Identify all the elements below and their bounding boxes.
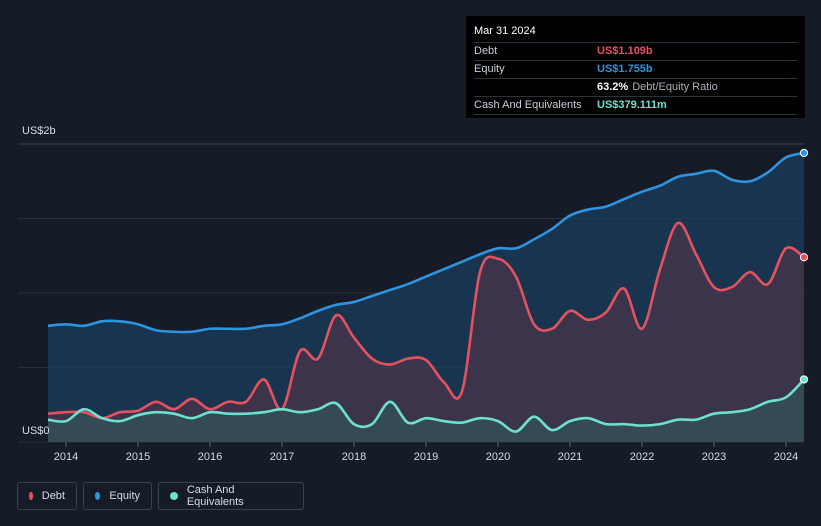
x-tick-label: 2017 xyxy=(270,451,294,463)
debt-area xyxy=(48,222,804,442)
legend-equity-label: Equity xyxy=(109,490,140,502)
x-tick-label: 2018 xyxy=(342,451,366,463)
tooltip-ratio-label: Debt/Equity Ratio xyxy=(632,81,718,93)
cash-and-equivalents-area xyxy=(48,379,804,442)
tooltip-date: Mar 31 2024 xyxy=(474,25,536,37)
debt-line xyxy=(47,221,805,420)
x-tick-label: 2014 xyxy=(54,451,78,463)
series-areas xyxy=(48,152,804,442)
legend-debt[interactable]: Debt xyxy=(17,482,77,510)
x-tick-label: 2024 xyxy=(774,451,798,463)
cash-and-equivalents-line xyxy=(47,378,805,433)
tooltip-ratio-value: 63.2% xyxy=(597,81,629,93)
x-tick-label: 2020 xyxy=(486,451,510,463)
x-tick-label: 2019 xyxy=(414,451,438,463)
tooltip-cash-value: US$379.111m xyxy=(597,99,667,111)
cash-and-equivalents-end-marker xyxy=(799,375,809,384)
y-label-bottom: US$0 xyxy=(22,425,50,437)
tooltip-cash-label: Cash And Equivalents xyxy=(474,99,582,111)
tooltip-debt-value: US$1.109b xyxy=(597,45,653,57)
cash-dot-icon xyxy=(170,492,178,500)
data-tooltip: Mar 31 2024 Debt US$1.109b Equity US$1.7… xyxy=(466,16,805,118)
x-axis-ticks: 2014 2015 2016 2017 2018 2019 2020 2021 2022 2023… xyxy=(54,442,798,463)
legend-cash[interactable]: Cash And Equivalents xyxy=(158,482,304,510)
legend-equity[interactable]: Equity xyxy=(83,482,152,510)
tooltip-cash-row: Cash And Equivalents US$379.111m xyxy=(474,96,797,115)
legend-debt-label: Debt xyxy=(41,490,65,502)
x-tick-label: 2022 xyxy=(630,451,654,463)
x-tick-label: 2015 xyxy=(126,451,150,463)
equity-dot-icon xyxy=(95,492,101,500)
x-tick-label: 2023 xyxy=(702,451,726,463)
tooltip-debt-label: Debt xyxy=(474,45,498,57)
series-lines xyxy=(47,151,805,433)
end-markers xyxy=(799,148,809,384)
tooltip-ratio-row: 63.2% Debt/Equity Ratio xyxy=(474,78,797,96)
equity-end-marker xyxy=(799,148,809,158)
x-tick-label: 2021 xyxy=(558,451,582,463)
debt-end-marker xyxy=(799,253,809,262)
tooltip-ratio-spacer xyxy=(474,79,597,96)
tooltip-equity-row: Equity US$1.755b xyxy=(474,60,797,78)
y-label-top: US$2b xyxy=(22,125,56,137)
tooltip-debt-row: Debt US$1.109b xyxy=(474,42,797,60)
tooltip-equity-label: Equity xyxy=(474,63,505,75)
equity-line xyxy=(47,151,805,334)
tooltip-equity-value: US$1.755b xyxy=(597,63,653,75)
x-tick-label: 2016 xyxy=(198,451,222,463)
debt-dot-icon xyxy=(29,492,33,500)
legend-cash-label: Cash And Equivalents xyxy=(186,484,244,508)
